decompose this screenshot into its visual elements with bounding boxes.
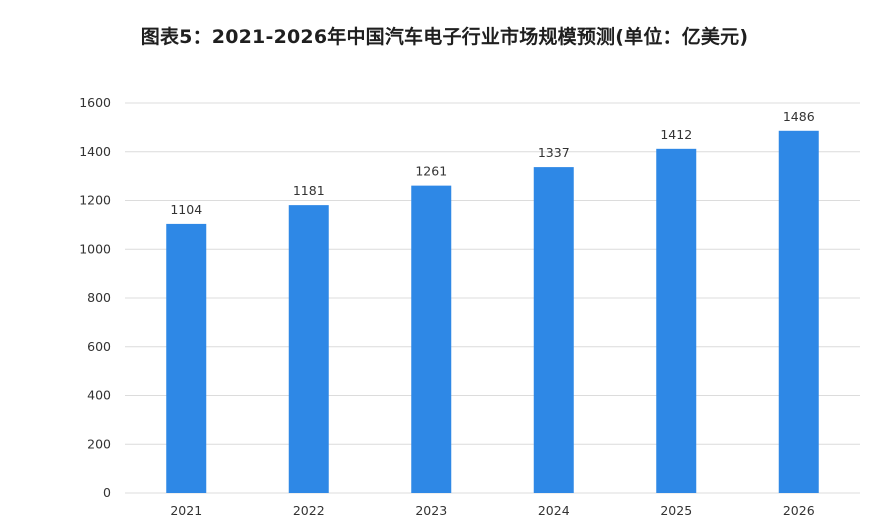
x-tick-label: 2023 (415, 503, 447, 518)
bar-2024 (533, 167, 574, 493)
bar-2026 (778, 130, 819, 493)
x-tick-label: 2025 (660, 503, 692, 518)
y-tick-label: 1000 (79, 241, 111, 256)
data-label: 1337 (538, 145, 570, 160)
bar-2023 (411, 185, 452, 493)
y-tick-label: 200 (87, 436, 111, 451)
data-label: 1486 (783, 109, 815, 124)
data-label: 1412 (660, 127, 692, 142)
x-tick-label: 2026 (783, 503, 815, 518)
bar-2021 (166, 223, 207, 493)
chart-title: 图表5：2021-2026年中国汽车电子行业市场规模预测(单位：亿美元) (140, 26, 749, 48)
y-tick-label: 600 (87, 339, 111, 354)
y-tick-label: 1400 (79, 144, 111, 159)
x-axis: 2021 2022 2023 2024 2025 2026 (170, 503, 814, 518)
y-tick-label: 0 (103, 485, 111, 500)
x-tick-label: 2024 (538, 503, 570, 518)
bar-2025 (656, 148, 697, 493)
y-tick-label: 800 (87, 290, 111, 305)
data-label: 1104 (170, 202, 202, 217)
bar-2022 (288, 205, 329, 493)
y-tick-label: 1600 (79, 95, 111, 110)
y-tick-label: 1200 (79, 193, 111, 208)
data-label: 1181 (293, 183, 325, 198)
x-tick-label: 2021 (170, 503, 202, 518)
data-labels: 1104 1181 1261 1337 1412 1486 (170, 109, 814, 217)
y-axis: 0 200 400 600 800 1000 1200 1400 1600 (79, 95, 111, 500)
y-tick-label: 400 (87, 388, 111, 403)
data-label: 1261 (415, 164, 447, 179)
x-tick-label: 2022 (293, 503, 325, 518)
gridlines (125, 102, 860, 494)
bars (166, 130, 819, 493)
